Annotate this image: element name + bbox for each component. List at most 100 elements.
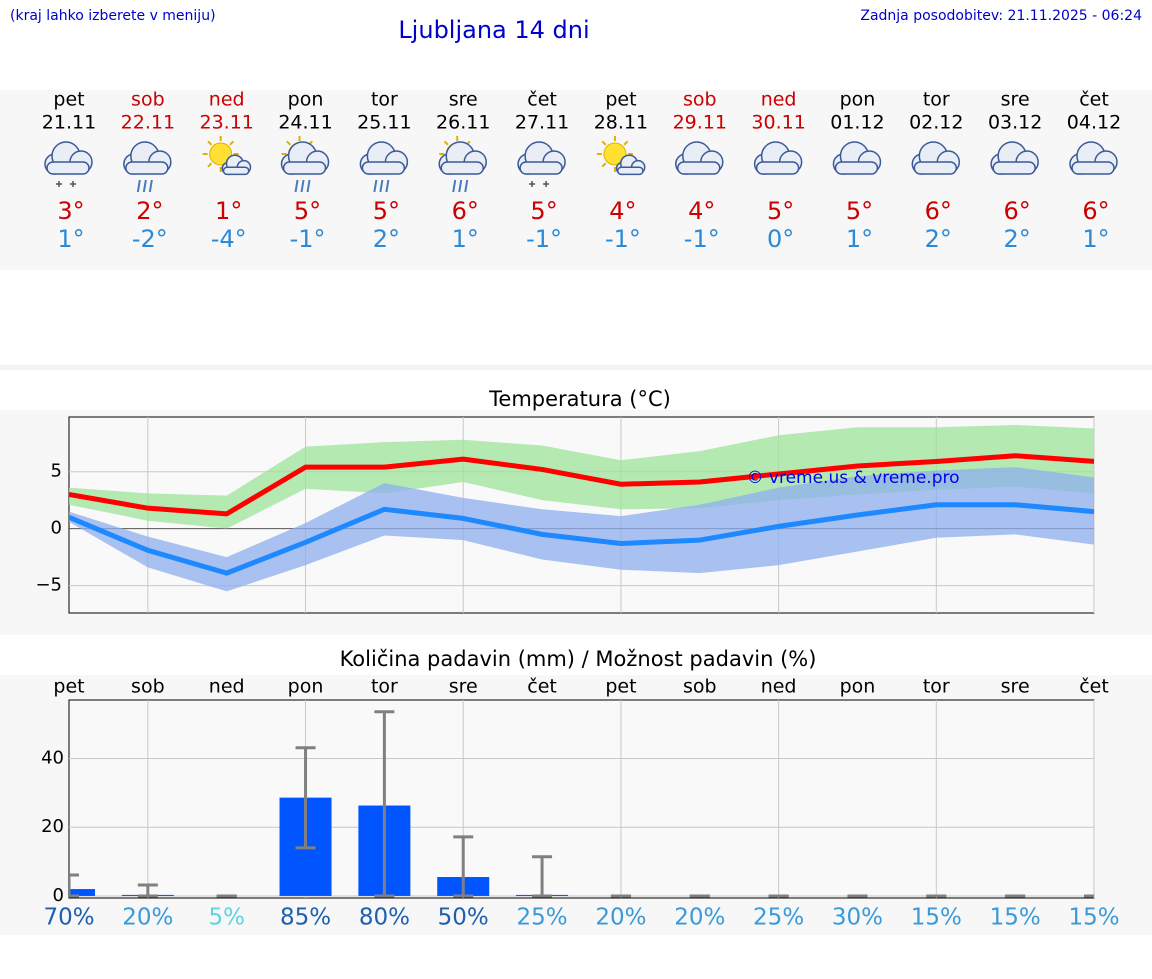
watermark: © vreme.us & vreme.pro bbox=[746, 468, 959, 488]
day-name: sob bbox=[131, 89, 165, 111]
x-tick-label: tor bbox=[371, 676, 398, 698]
chance-label: 20% bbox=[674, 905, 725, 931]
cloud-base bbox=[361, 161, 406, 175]
date: 21.11 bbox=[42, 112, 96, 134]
x-tick-label: pon bbox=[288, 676, 324, 698]
y-tick-label: −5 bbox=[35, 575, 62, 596]
rain bbox=[142, 179, 147, 193]
day-name: tor bbox=[923, 89, 950, 111]
weather-icon bbox=[123, 141, 172, 193]
rain bbox=[452, 179, 457, 193]
x-tick-label: ned bbox=[209, 676, 245, 698]
weather-icon bbox=[753, 141, 803, 175]
chart-title: Temperatura (°C) bbox=[488, 387, 671, 411]
chance-label: 30% bbox=[832, 905, 883, 931]
cloud-base bbox=[913, 161, 958, 175]
day-name: pon bbox=[840, 89, 876, 111]
cloud-base bbox=[440, 161, 484, 175]
max-temp: 5° bbox=[530, 197, 557, 225]
weather-icon bbox=[438, 136, 487, 193]
sun-ray bbox=[601, 140, 607, 146]
date: 03.12 bbox=[988, 112, 1042, 134]
min-temp: -4° bbox=[211, 225, 247, 253]
weather-icon bbox=[596, 136, 646, 176]
max-temp: 1° bbox=[215, 197, 242, 225]
chance-label: 15% bbox=[990, 905, 1041, 931]
sun bbox=[603, 142, 627, 166]
day-name: tor bbox=[371, 89, 398, 111]
cloud-base bbox=[616, 166, 644, 176]
plot-clip bbox=[69, 710, 1094, 898]
x-tick-label: ned bbox=[761, 676, 797, 698]
min-temp: 1° bbox=[1082, 225, 1109, 253]
rain bbox=[136, 179, 141, 193]
rain bbox=[464, 179, 469, 193]
day-name: čet bbox=[1079, 89, 1109, 111]
min-temp: -2° bbox=[132, 225, 168, 253]
max-temp: 6° bbox=[452, 197, 479, 225]
chance-label: 5% bbox=[208, 905, 245, 931]
min-temp: 2° bbox=[1004, 225, 1031, 253]
y-tick-label: 0 bbox=[53, 885, 64, 906]
x-tick-label: sre bbox=[1001, 676, 1030, 698]
cloud-base bbox=[1071, 161, 1115, 175]
x-tick-label: čet bbox=[527, 676, 557, 698]
separator bbox=[0, 365, 1152, 370]
chance-label: 15% bbox=[911, 905, 962, 931]
page-title: Ljubljana 14 dni bbox=[398, 16, 589, 44]
error-bar bbox=[137, 883, 158, 898]
date: 26.11 bbox=[436, 112, 490, 134]
updated: Zadnja posodobitev: 21.11.2025 - 06:24 bbox=[860, 8, 1142, 24]
sun-ray bbox=[229, 140, 235, 146]
day-name: ned bbox=[761, 89, 797, 111]
max-temp: 5° bbox=[767, 197, 794, 225]
rain bbox=[373, 179, 378, 193]
min-temp: 1° bbox=[846, 225, 873, 253]
min-temp: 0° bbox=[767, 225, 794, 253]
date: 23.11 bbox=[199, 112, 253, 134]
bar bbox=[69, 889, 95, 896]
max-temp: 6° bbox=[1082, 197, 1109, 225]
max-temp: 6° bbox=[1004, 197, 1031, 225]
sun-ray bbox=[443, 140, 449, 146]
day-name: pet bbox=[605, 89, 636, 111]
hint[interactable]: (kraj lahko izberete v meniju) bbox=[10, 8, 216, 24]
date: 28.11 bbox=[594, 112, 648, 134]
cloud-base bbox=[755, 161, 800, 175]
date: 29.11 bbox=[673, 112, 727, 134]
date: 27.11 bbox=[515, 112, 569, 134]
cloud-base bbox=[992, 161, 1036, 175]
rain bbox=[294, 179, 299, 193]
day-name: sre bbox=[1001, 89, 1030, 111]
chance-label: 80% bbox=[359, 905, 410, 931]
x-tick-label: sob bbox=[683, 676, 717, 698]
sun bbox=[209, 142, 233, 166]
max-temp: 5° bbox=[373, 197, 400, 225]
x-tick-label: pet bbox=[605, 676, 636, 698]
date: 04.12 bbox=[1067, 112, 1121, 134]
cloud-base bbox=[519, 161, 563, 175]
x-tick-label: sre bbox=[449, 676, 478, 698]
min-temp: -1° bbox=[684, 225, 720, 253]
precip-plot bbox=[68, 699, 1095, 899]
day-name: pet bbox=[53, 89, 84, 111]
error-bar bbox=[453, 835, 474, 898]
weather-icon bbox=[675, 141, 724, 175]
rain bbox=[148, 179, 153, 193]
chart-title: Količina padavin (mm) / Možnost padavin … bbox=[340, 647, 817, 671]
weather-icon bbox=[832, 141, 882, 175]
plot-clip bbox=[69, 424, 1094, 592]
date: 30.11 bbox=[751, 112, 805, 134]
day-name: čet bbox=[527, 89, 557, 111]
cloud-base bbox=[46, 161, 90, 175]
weather-icon bbox=[1069, 141, 1118, 175]
sun-ray bbox=[286, 140, 292, 146]
y-tick-label: 40 bbox=[41, 747, 64, 768]
day-name: sre bbox=[449, 89, 478, 111]
day-name: ned bbox=[209, 89, 245, 111]
day-name: sob bbox=[683, 89, 717, 111]
min-temp: -1° bbox=[526, 225, 562, 253]
max-temp: 2° bbox=[136, 197, 163, 225]
rain bbox=[379, 179, 384, 193]
